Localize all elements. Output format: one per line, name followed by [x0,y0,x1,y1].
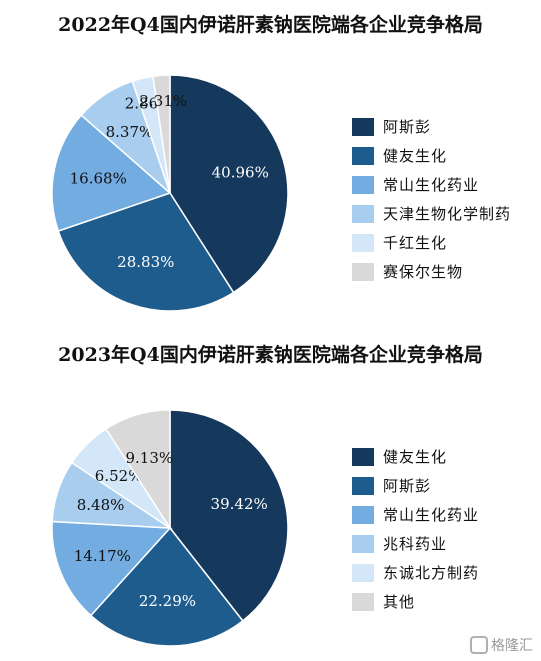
pie-data-label: 2.31% [139,92,187,110]
legend-label: 天津生物化学制药 [383,205,512,223]
legend-2023: 健友生化阿斯彭常山生化药业 兆科药业东诚北方制药 其他 [352,442,479,616]
legend-swatch [352,592,374,611]
legend-label: 兆科药业 [383,535,448,553]
legend-item: 健友生化 [352,141,511,170]
legend-swatch [352,262,374,281]
chart-title: 2023年Q4国内伊诺肝素钠医院端各企业竞争格局 [58,344,483,366]
legend-item: 兆科药业 [352,529,479,558]
pie-data-label: 14.17% [74,547,131,565]
legend-item: 千红生化 [352,228,511,257]
legend-swatch [352,505,374,524]
pie-slice [169,409,289,622]
pie-slice [104,409,171,531]
legend-2022: 阿斯彭健友生化常山生化药业天津生物化学制药 千红生化赛保尔生物 [352,112,511,286]
pie-data-label: 28.83% [117,253,174,271]
pie-slice [89,526,244,647]
legend-label: 健友生化 [383,147,448,165]
legend-label: 常山生化药业 [383,176,480,194]
legend-swatch [352,117,374,136]
legend-item: 其他 [352,587,479,616]
pie-chart-2022: 40.96%28.83%16.68%8.37%2.86%2.31% [51,74,289,312]
pie-slice [57,192,235,312]
chart-2022-panel: 2022年Q4国内伊诺肝素钠医院端各企业竞争格局 40.96% 28.83% 16.… [0,0,541,330]
pie-data-label: 16.68% [70,170,127,188]
legend-label: 东诚北方制药 [383,564,480,582]
legend-item: 健友生化 [352,442,479,471]
pie-data-label: 40.96% [212,163,269,181]
pie-data-label: 6.52% [95,467,143,485]
legend-swatch [352,146,374,165]
legend-swatch [352,476,374,495]
pie-data-label: 8.37% [106,123,154,141]
pie-data-label: 22.29% [139,592,196,610]
legend-item: 常山生化药业 [352,500,479,529]
legend-item: 常山生化药业 [352,170,511,199]
pie-data-label: 8.48% [77,496,125,514]
legend-swatch [352,534,374,553]
legend-item: 东诚北方制药 [352,558,479,587]
legend-swatch [352,563,374,582]
legend-label: 其他 [383,593,416,611]
legend-item: 赛保尔生物 [352,257,511,286]
legend-swatch [352,233,374,252]
watermark-text: 格隆汇 [491,638,533,654]
chart-title: 2022年Q4国内伊诺肝素钠医院端各企业竞争格局 [58,14,483,36]
legend-label: 阿斯彭 [383,477,432,495]
gelonghui-logo-icon [470,636,488,654]
legend-label: 常山生化药业 [383,506,480,524]
pie-data-label: 39.42% [211,495,268,513]
legend-item: 阿斯彭 [352,471,479,500]
legend-label: 赛保尔生物 [383,263,464,281]
legend-swatch [352,175,374,194]
chart-2023-panel: 2023年Q4国内伊诺肝素钠医院端各企业竞争格局 39.42% 22.29% 14.… [0,330,541,661]
legend-label: 千红生化 [383,234,448,252]
legend-label: 阿斯彭 [383,118,432,136]
legend-label: 健友生化 [383,448,448,466]
legend-swatch [352,447,374,466]
watermark: 格隆汇 [470,635,533,655]
pie-slice [51,114,172,232]
pie-chart-2023: 39.42% 22.29% 14.17% 8.48% 6.52%9.13% [51,409,289,647]
legend-item: 阿斯彭 [352,112,511,141]
pie-slice [152,74,171,194]
pie-data-label: 9.13% [125,449,173,467]
legend-item: 天津生物化学制药 [352,199,511,228]
pie-slice [51,520,172,617]
legend-swatch [352,204,374,223]
